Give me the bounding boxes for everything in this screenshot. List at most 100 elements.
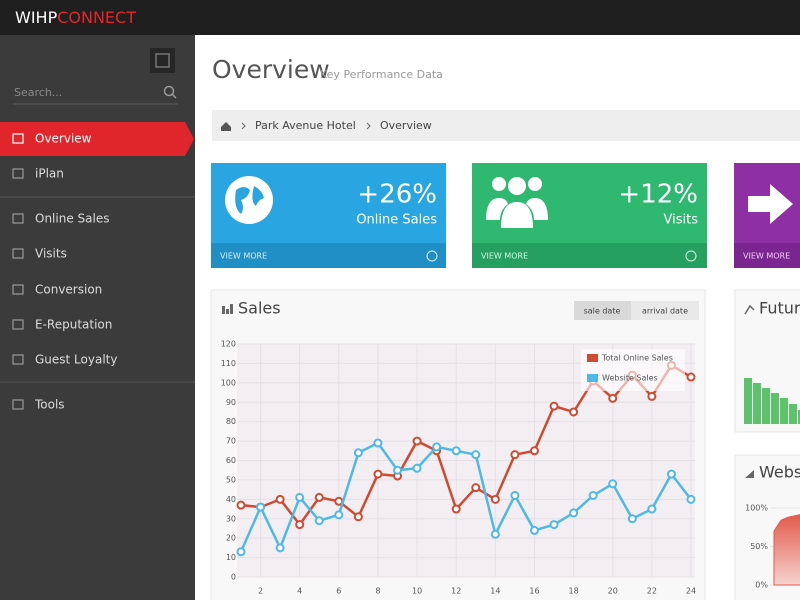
x-tick-label: 10 — [412, 587, 422, 596]
panel-icon — [744, 304, 755, 315]
toggle-button-label[interactable]: arrival date — [642, 307, 688, 316]
x-tick-label: 22 — [647, 587, 657, 596]
x-tick-label: 20 — [608, 587, 618, 596]
nav-icon — [12, 319, 24, 330]
nav-icon — [12, 248, 24, 259]
data-point — [627, 514, 637, 524]
x-tick-label: 24 — [686, 587, 696, 596]
data-point — [588, 490, 598, 500]
y-tick-label: 50 — [226, 475, 236, 484]
nav-item[interactable]: E-Reputation — [35, 318, 112, 332]
tile-link[interactable]: VIEW MORE — [743, 252, 790, 261]
toggle-button-label[interactable]: sale date — [584, 307, 621, 316]
active-nav-bg — [0, 122, 194, 156]
breadcrumb-link[interactable]: Park Avenue Hotel — [255, 119, 356, 132]
search-icon[interactable] — [163, 85, 177, 99]
data-point — [490, 494, 500, 504]
data-point — [393, 465, 403, 475]
data-point — [373, 438, 383, 448]
chart-icon — [222, 304, 233, 314]
data-point — [510, 450, 520, 460]
bar — [744, 378, 752, 424]
x-tick-label: 6 — [336, 587, 341, 596]
y-tick-label: 40 — [226, 495, 236, 504]
nav-item[interactable]: Conversion — [35, 283, 102, 297]
nav-icon — [12, 354, 24, 365]
nav-item[interactable]: Visits — [35, 247, 67, 261]
y-tick-label: 30 — [226, 514, 236, 523]
data-point — [666, 469, 676, 479]
data-point — [686, 372, 696, 382]
y-tick-label: 80 — [226, 417, 236, 426]
nav-item[interactable]: Overview — [35, 132, 92, 146]
data-point — [608, 479, 618, 489]
nav-item[interactable]: Online Sales — [35, 212, 109, 226]
legend-swatch — [587, 354, 598, 362]
series-line — [240, 363, 692, 527]
breadcrumb-current: Overview — [380, 119, 432, 132]
legend-box — [581, 349, 685, 391]
data-point — [569, 508, 579, 518]
panel-title: Webs — [759, 463, 800, 482]
search-input[interactable]: Search... — [14, 86, 62, 99]
data-point — [529, 446, 539, 456]
logo-b: CONNECT — [57, 8, 136, 27]
x-tick-label: 2 — [258, 587, 263, 596]
data-point — [334, 510, 344, 520]
data-point — [275, 543, 285, 553]
data-point — [295, 492, 305, 502]
panel-title: Futur — [759, 299, 800, 318]
toggle-button[interactable] — [631, 301, 699, 320]
x-tick-label: 18 — [569, 587, 579, 596]
panel-icon — [745, 470, 754, 478]
bar — [798, 410, 800, 424]
toggle-button[interactable] — [574, 301, 631, 320]
bar — [771, 393, 779, 424]
data-point — [353, 512, 363, 522]
tile-value: +26% — [357, 180, 437, 210]
data-point — [275, 494, 285, 504]
y-tick-label: 90 — [226, 398, 236, 407]
data-point — [510, 490, 520, 500]
data-point — [529, 525, 539, 535]
tile[interactable]: VIEW MORE — [734, 163, 800, 268]
y-tick-label: 100% — [745, 504, 768, 513]
data-point — [686, 494, 696, 504]
menu-toggle[interactable] — [150, 48, 175, 73]
tile[interactable]: +26% Online Sales VIEW MORE — [211, 163, 446, 268]
nav-item[interactable]: Guest Loyalty — [35, 353, 117, 367]
y-tick-label: 0 — [231, 573, 236, 582]
data-point — [451, 446, 461, 456]
y-tick-label: 120 — [221, 340, 236, 349]
y-tick-label: 110 — [221, 359, 236, 368]
logo[interactable]: WIHPCONNECT — [15, 8, 136, 27]
data-point — [412, 436, 422, 446]
y-tick-label: 0% — [755, 581, 768, 590]
tile-value: +12% — [618, 180, 698, 210]
tile-link[interactable]: VIEW MORE — [481, 252, 528, 261]
series-line — [239, 441, 692, 553]
data-point — [412, 463, 422, 473]
legend-label: Total Online Sales — [601, 354, 673, 363]
nav-item[interactable]: iPlan — [35, 167, 64, 181]
home-icon[interactable] — [221, 122, 231, 131]
x-tick-label: 8 — [375, 587, 380, 596]
area — [773, 514, 800, 586]
data-point — [451, 504, 461, 514]
data-point — [314, 492, 324, 502]
data-point — [236, 547, 246, 557]
page-title: Overview — [212, 55, 330, 84]
nav-item[interactable]: Tools — [34, 398, 65, 412]
page-subtitle: Key Performance Data — [320, 68, 443, 81]
y-tick-label: 60 — [226, 456, 236, 465]
tile[interactable]: +12% Visits VIEW MORE — [472, 163, 707, 268]
data-point — [549, 401, 559, 411]
x-tick-label: 12 — [451, 587, 461, 596]
bar — [762, 388, 770, 424]
tile-link[interactable]: VIEW MORE — [220, 252, 267, 261]
top-bar — [0, 0, 800, 35]
data-point — [490, 529, 500, 539]
data-point — [471, 450, 481, 460]
data-point — [256, 502, 266, 512]
